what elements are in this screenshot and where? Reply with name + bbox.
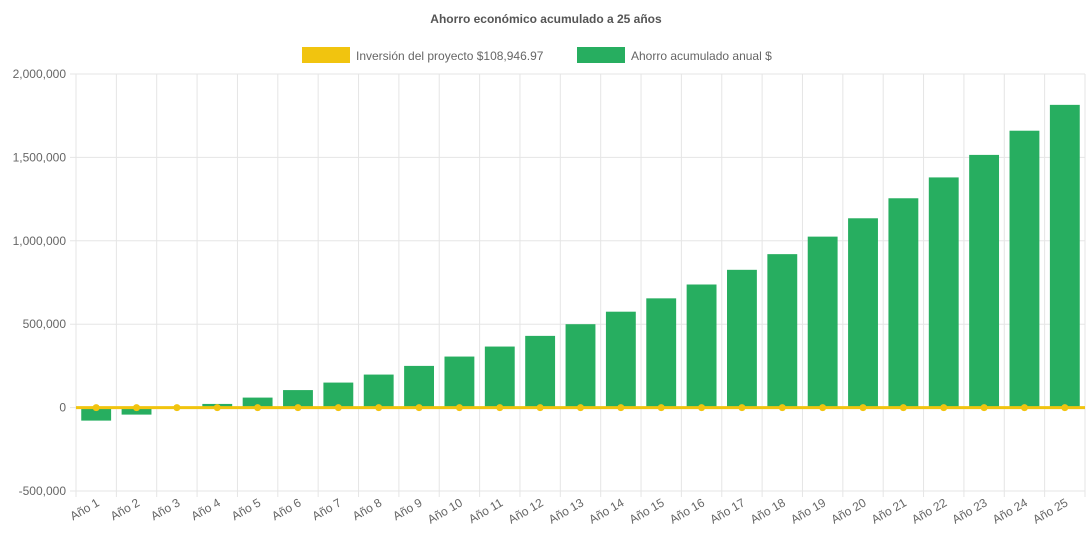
investment-point[interactable] [173,404,181,412]
x-tick-label: Año 3 [148,495,182,523]
investment-point[interactable] [496,404,504,412]
savings-bar[interactable] [767,254,798,408]
savings-bar[interactable] [484,346,515,408]
y-axis: -500,000 0 500,000 1,000,000 1,500,000 2,000,… [13,67,67,498]
x-tick-label: Año 23 [950,495,990,526]
legend-label-savings[interactable]: Ahorro acumulado anual $ [631,49,772,63]
investment-point[interactable] [455,404,463,412]
x-tick-label: Año 5 [229,495,263,523]
bar-series [81,104,1080,421]
savings-bar[interactable] [969,154,1000,408]
x-tick-label: Año 21 [869,495,909,526]
savings-bar[interactable] [1009,130,1040,408]
chart-title: Ahorro económico acumulado a 25 años [430,12,662,26]
legend-swatch-savings[interactable] [577,47,625,63]
investment-point[interactable] [577,404,584,412]
investment-point[interactable] [617,404,625,412]
y-tick-label: 2,000,000 [13,67,67,81]
savings-bar[interactable] [848,218,878,408]
investment-point[interactable] [415,404,423,412]
investment-point[interactable] [92,404,100,412]
legend-label-investment[interactable]: Inversión del proyecto $108,946.97 [356,49,544,63]
x-tick-label: Año 10 [425,495,465,526]
savings-bar[interactable] [686,284,717,408]
x-tick-label: Año 16 [667,495,707,526]
investment-point[interactable] [375,404,383,412]
y-tick-label: -500,000 [19,484,67,498]
x-tick-label: Año 6 [269,495,303,523]
savings-bar[interactable] [81,407,112,421]
investment-point[interactable] [1061,404,1069,412]
x-tick-label: Año 13 [546,495,586,526]
x-tick-label: Año 4 [189,495,223,523]
investment-point[interactable] [1020,404,1028,412]
investment-point[interactable] [899,404,907,412]
investment-point[interactable] [254,404,262,412]
y-tick-label: 0 [59,401,66,415]
x-tick-label: Año 1 [68,495,102,523]
investment-point[interactable] [859,404,867,412]
savings-bar[interactable] [404,365,434,408]
x-tick-label: Año 22 [909,495,949,526]
y-tick-label: 500,000 [23,317,67,331]
savings-bar[interactable] [646,298,677,408]
savings-bar[interactable] [363,374,394,408]
legend: Inversión del proyecto $108,946.97 Ahorr… [302,47,772,63]
y-tick-label: 1,000,000 [13,234,67,248]
x-tick-label: Año 15 [627,495,667,526]
investment-point[interactable] [819,404,827,412]
x-tick-label: Año 9 [390,495,424,523]
x-tick-label: Año 11 [466,495,505,526]
savings-bar[interactable] [121,407,152,415]
savings-bar[interactable] [242,397,273,408]
savings-bar[interactable] [727,269,757,408]
investment-point[interactable] [698,404,706,412]
x-tick-label: Año 8 [350,495,384,523]
investment-point[interactable] [133,404,141,412]
savings-bar[interactable] [525,335,556,408]
investment-point[interactable] [334,404,342,412]
x-tick-label: Año 18 [748,495,788,526]
investment-point[interactable] [536,404,544,412]
savings-bar[interactable] [605,311,636,408]
savings-bar[interactable] [807,236,838,408]
investment-point[interactable] [738,404,746,412]
investment-point[interactable] [940,404,948,412]
x-axis: Año 1 Año 2 Año 3 Año 4 Año 5 Año 6 Año 7 Año 8… [68,495,1071,526]
x-tick-label: Año 14 [586,495,626,526]
x-tick-label: Año 12 [506,495,546,526]
savings-bar[interactable] [1049,104,1080,408]
x-tick-label: Año 19 [788,495,828,526]
savings-bar[interactable] [888,198,919,408]
x-tick-label: Año 20 [829,495,869,526]
x-tick-label: Año 25 [1030,495,1070,526]
x-tick-label: Año 17 [707,495,747,526]
line-series [76,404,1085,412]
x-tick-label: Año 24 [990,495,1030,526]
investment-point[interactable] [294,404,302,412]
gridlines [70,73,1086,497]
savings-bar[interactable] [323,382,354,408]
y-tick-label: 1,500,000 [13,150,67,164]
x-tick-label: Año 7 [310,495,344,523]
investment-point[interactable] [980,404,988,412]
savings-bar[interactable] [283,390,313,408]
x-tick-label: Año 2 [108,495,142,523]
legend-swatch-investment[interactable] [302,47,350,63]
investment-point[interactable] [213,404,221,412]
savings-bar[interactable] [928,177,959,408]
investment-point[interactable] [657,404,665,412]
investment-point[interactable] [778,404,786,412]
savings-bar[interactable] [565,324,596,408]
savings-bar[interactable] [444,356,475,408]
